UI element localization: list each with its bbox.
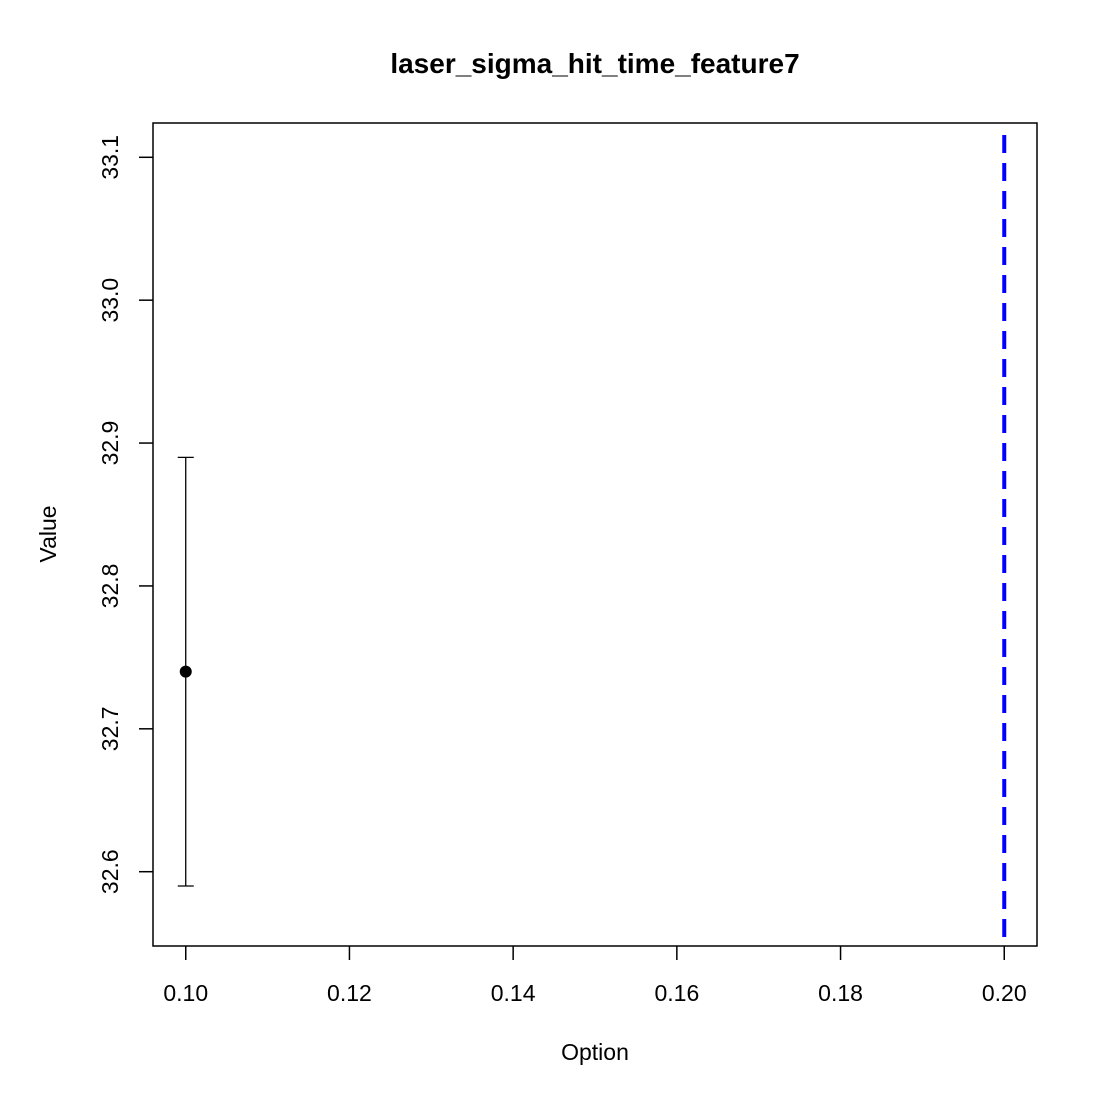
- y-tick-label: 32.8: [97, 564, 123, 609]
- y-axis-label: Value: [35, 505, 61, 562]
- y-tick-label: 32.7: [97, 706, 123, 751]
- chart-title: laser_sigma_hit_time_feature7: [390, 48, 799, 79]
- x-tick-label: 0.14: [491, 980, 536, 1006]
- x-tick-label: 0.18: [818, 980, 863, 1006]
- plot-frame: [152, 122, 1038, 947]
- x-axis: 0.10 0.12 0.14 0.16 0.18 0.20: [163, 946, 1027, 1006]
- y-tick-label: 32.6: [97, 849, 123, 894]
- x-axis-label: Option: [561, 1039, 629, 1065]
- x-tick-label: 0.12: [327, 980, 372, 1006]
- y-tick-label: 33.1: [97, 135, 123, 180]
- y-tick-label: 33.0: [97, 278, 123, 323]
- data-marks: [177, 456, 194, 887]
- y-axis: 32.6 32.7 32.8 32.9 33.0 33.1: [97, 135, 153, 894]
- x-tick-label: 0.10: [163, 980, 208, 1006]
- data-point: [179, 665, 192, 678]
- x-tick-label: 0.16: [654, 980, 699, 1006]
- y-tick-label: 32.9: [97, 421, 123, 466]
- x-tick-label: 0.20: [982, 980, 1027, 1006]
